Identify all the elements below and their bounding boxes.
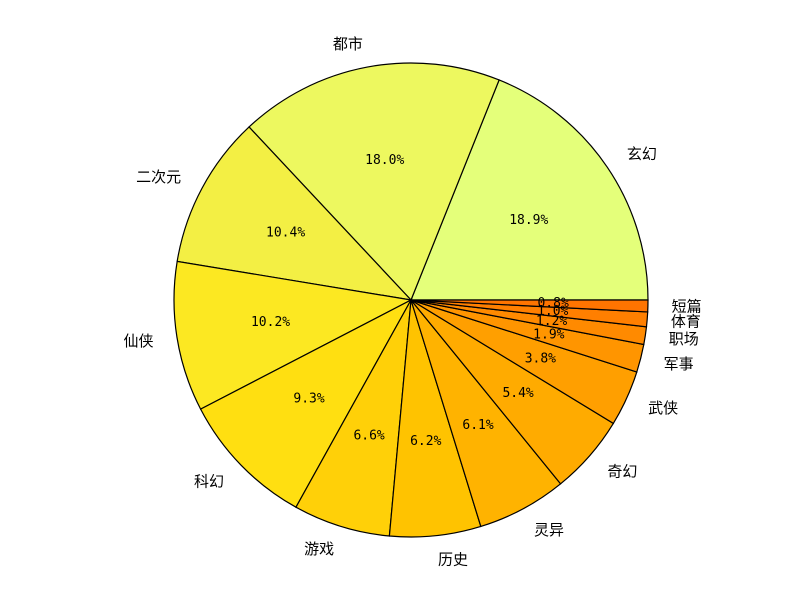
category-label-5: 科幻	[194, 473, 224, 491]
percent-label-10: 3.8%	[525, 352, 556, 367]
category-label-1: 玄幻	[627, 145, 657, 163]
category-label-11: 军事	[664, 355, 694, 373]
pie-slice-3	[176, 126, 413, 301]
percent-label-3: 10.4%	[266, 225, 305, 240]
category-label-9: 奇幻	[607, 462, 637, 480]
percent-label-13: 1.0%	[537, 304, 568, 319]
category-label-2: 都市	[333, 35, 363, 53]
pie-slice-4	[173, 260, 413, 410]
percent-label-7: 6.2%	[410, 434, 441, 449]
percent-label-1: 18.9%	[509, 213, 548, 228]
category-label-4: 仙侠	[124, 332, 154, 350]
category-label-8: 灵异	[534, 521, 564, 539]
percent-label-4: 10.2%	[251, 315, 290, 330]
percent-label-8: 6.1%	[462, 418, 493, 433]
percent-label-2: 18.0%	[365, 153, 404, 168]
percent-label-6: 6.6%	[353, 428, 384, 443]
pie-slice-5	[199, 298, 413, 509]
pie-slice-2	[248, 62, 500, 302]
percent-label-9: 5.4%	[502, 386, 533, 401]
category-label-14: 短篇	[672, 298, 702, 316]
category-label-6: 游戏	[304, 540, 334, 558]
percent-label-12: 1.2%	[536, 314, 567, 329]
category-label-10: 武侠	[648, 399, 678, 417]
percent-labels: 18.9% 18.0% 10.4% 10.2% 9.3% 6.6% 6.2% 6.1% 5.4%…	[251, 153, 569, 449]
category-label-3: 二次元	[136, 168, 181, 186]
pie-slice-14	[410, 299, 649, 313]
category-label-13: 体育	[671, 312, 701, 330]
percent-label-11: 1.9%	[533, 328, 564, 343]
percent-label-5: 9.3%	[293, 392, 324, 407]
category-label-7: 历史	[438, 550, 468, 568]
pie-slice-1	[410, 79, 649, 301]
pie-slices	[173, 62, 649, 538]
category-label-12: 职场	[669, 330, 699, 348]
percent-label-14: 0.8%	[537, 296, 568, 311]
